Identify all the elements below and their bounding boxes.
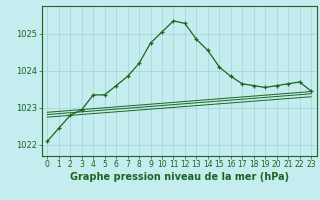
X-axis label: Graphe pression niveau de la mer (hPa): Graphe pression niveau de la mer (hPa)	[70, 172, 289, 182]
